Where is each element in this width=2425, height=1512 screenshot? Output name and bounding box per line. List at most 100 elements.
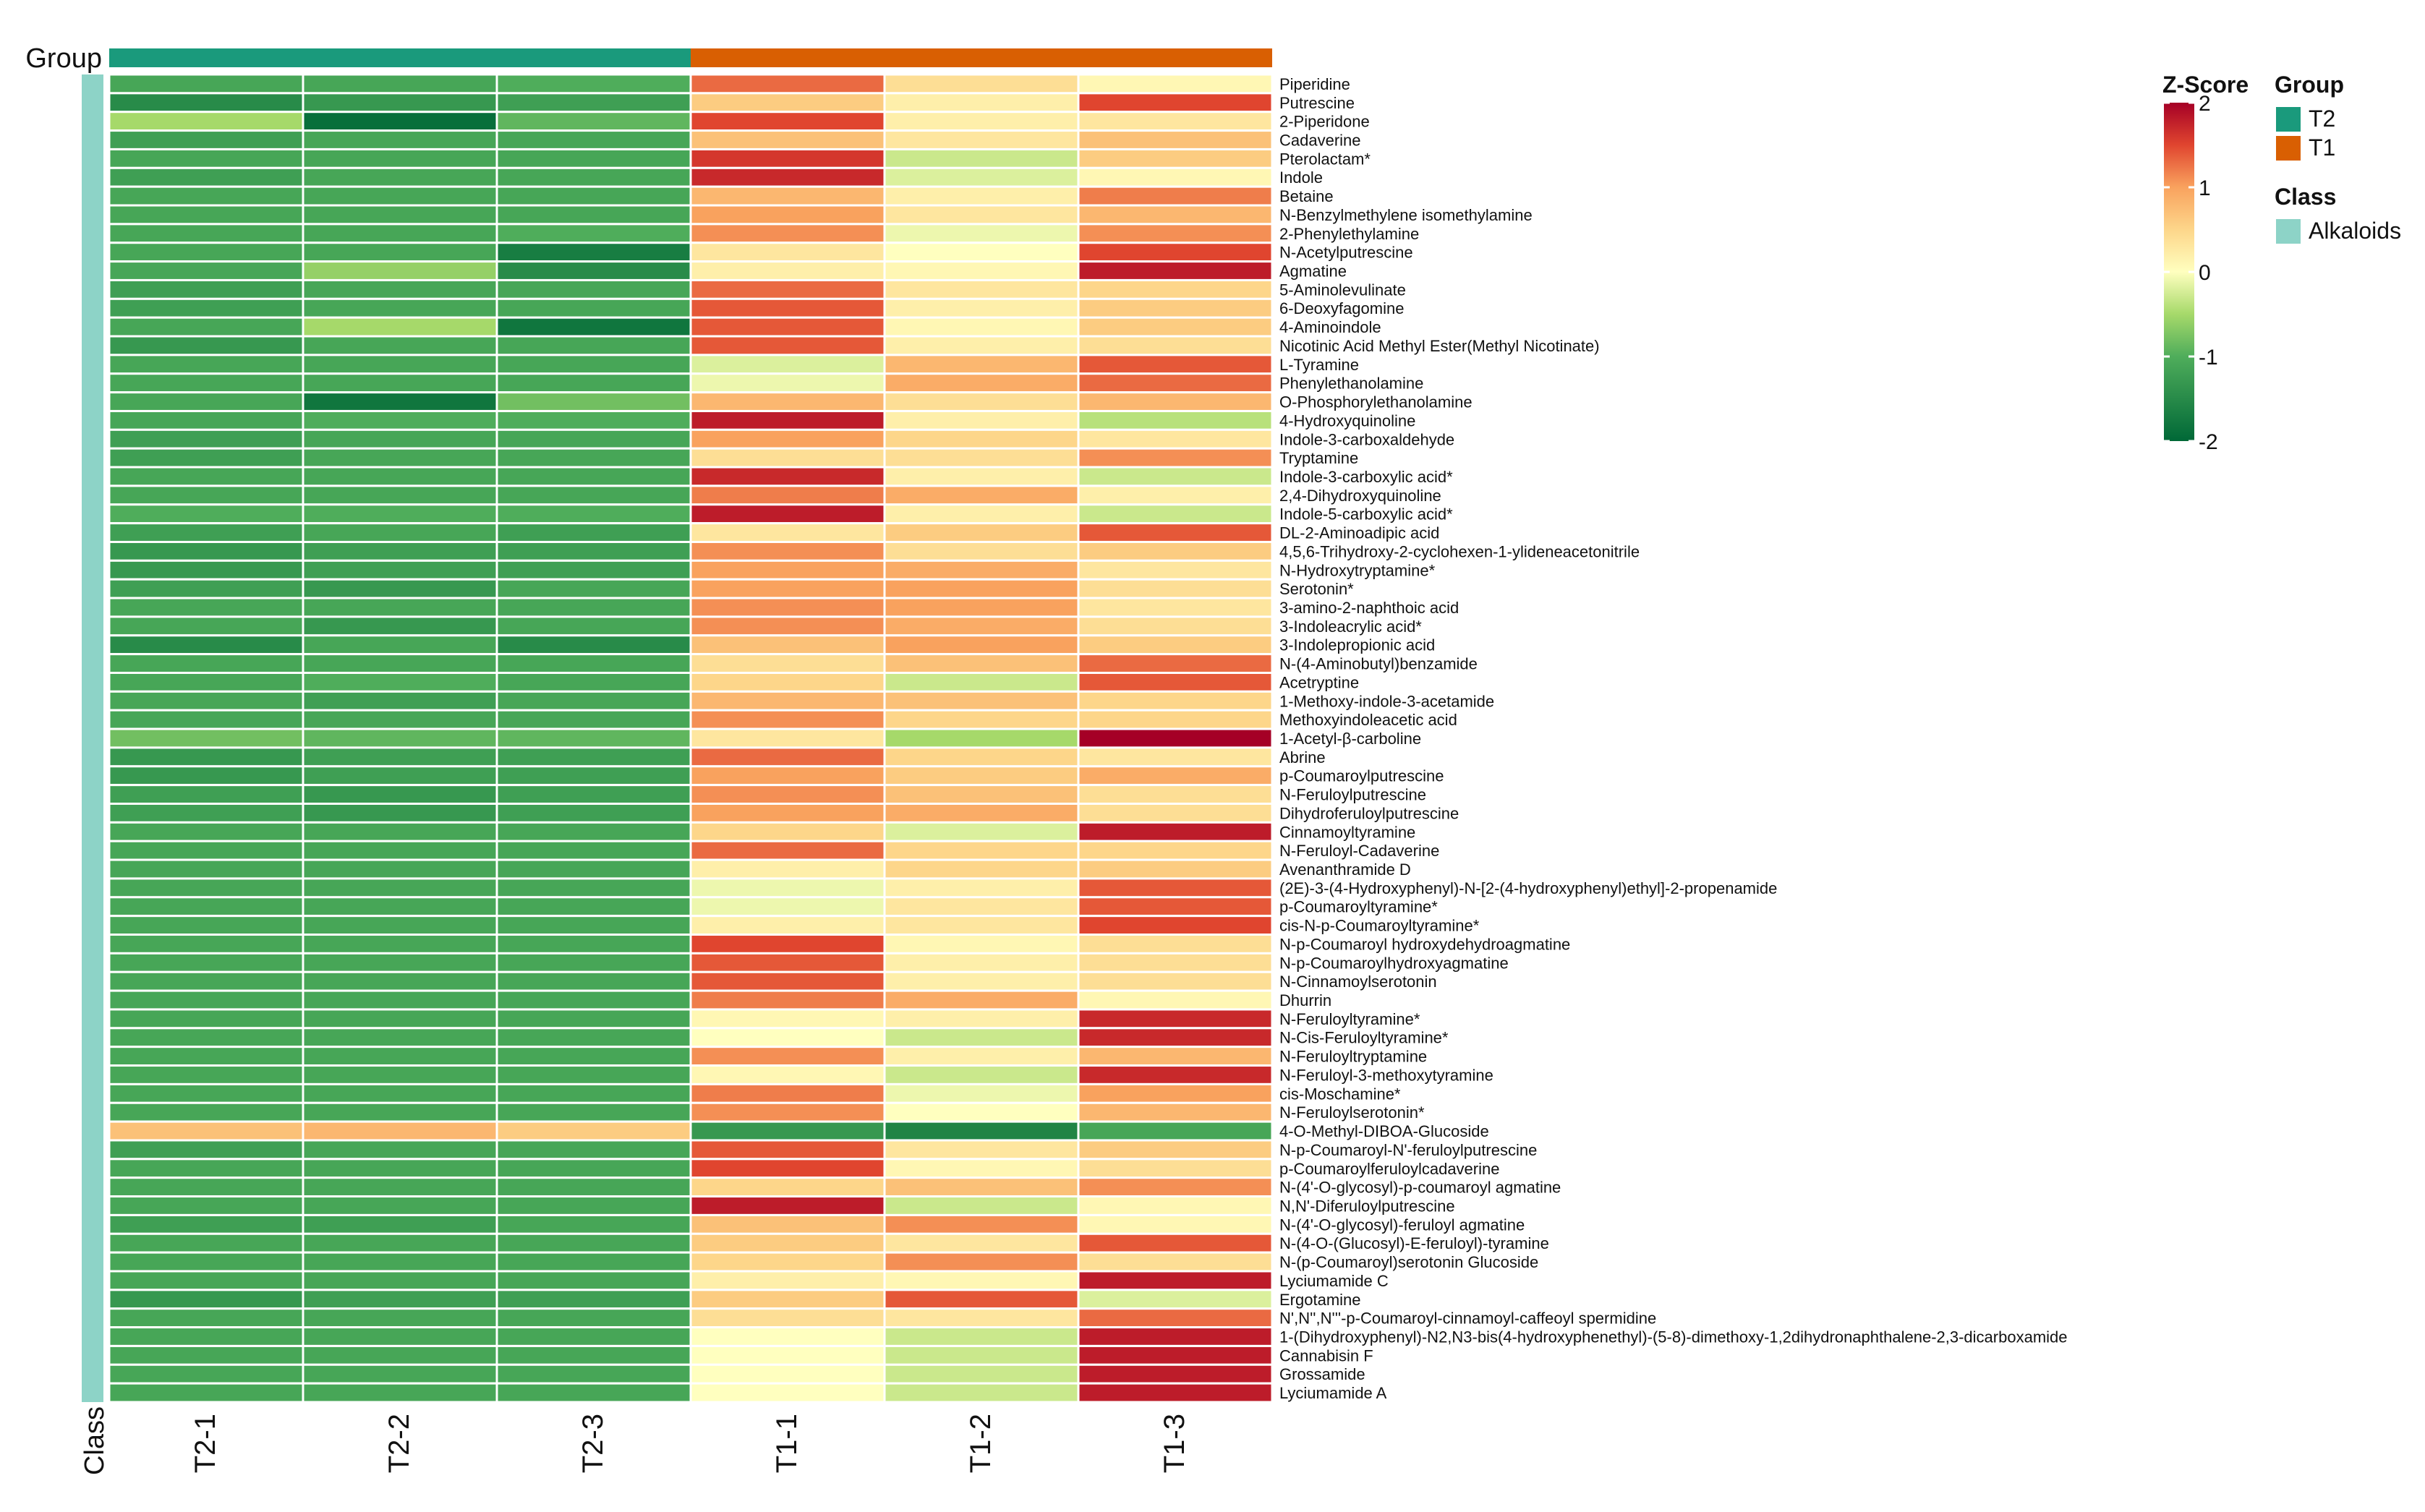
heatmap-cell <box>108 1363 304 1385</box>
heatmap-cell <box>302 634 498 656</box>
group-legend-label: T2 <box>2309 106 2335 132</box>
heatmap-cell <box>689 803 886 824</box>
heatmap-cell <box>1077 484 1274 506</box>
heatmap-cell <box>689 223 886 244</box>
heatmap-cell <box>689 671 886 693</box>
heatmap-cell <box>883 1232 1080 1254</box>
row-labels: PiperidinePutrescine2-PiperidoneCadaveri… <box>1279 75 2068 1402</box>
heatmap-cell <box>108 1251 304 1273</box>
heatmap-cell <box>883 540 1080 562</box>
heatmap-cell <box>302 1027 498 1048</box>
heatmap-cell <box>108 1195 304 1216</box>
row-label: 4-Aminoindole <box>1279 318 1381 336</box>
class-annotation-bar <box>82 74 103 1402</box>
heatmap-cell <box>689 1120 886 1142</box>
row-label: 6-Deoxyfagomine <box>1279 299 1404 317</box>
row-label: 2-Piperidone <box>1279 113 1370 131</box>
heatmap-cell <box>883 934 1080 954</box>
row-label: Abrine <box>1279 748 1326 766</box>
heatmap-cell <box>495 858 692 880</box>
heatmap-cell <box>108 391 304 412</box>
heatmap-cell <box>302 1082 498 1104</box>
heatmap-cell <box>1077 185 1274 207</box>
heatmap-cell <box>689 952 886 973</box>
heatmap-cell <box>108 709 304 730</box>
heatmap-cell <box>689 1008 886 1030</box>
heatmap-cell <box>1077 111 1274 132</box>
heatmap-cell <box>883 1213 1080 1235</box>
row-label: Acetryptine <box>1279 673 1359 691</box>
heatmap-cell <box>689 840 886 861</box>
heatmap-cell <box>689 709 886 730</box>
group-legend-title: Group <box>2275 72 2344 98</box>
heatmap-cell <box>883 989 1080 1011</box>
heatmap-cell <box>689 597 886 618</box>
heatmap-cell <box>689 746 886 768</box>
heatmap-cell <box>495 952 692 973</box>
heatmap-cell <box>302 915 498 936</box>
heatmap-cell <box>495 989 692 1011</box>
heatmap-cell <box>302 765 498 787</box>
heatmap-cell <box>108 447 304 469</box>
heatmap-cell <box>302 803 498 824</box>
heatmap-cell <box>1077 690 1274 712</box>
group-bar-segment <box>109 48 303 67</box>
heatmap-cell <box>302 709 498 730</box>
heatmap-cell <box>1077 316 1274 338</box>
heatmap-cell <box>302 727 498 749</box>
group-legend-swatch <box>2276 136 2301 161</box>
column-label: T2-1 <box>189 1414 221 1473</box>
heatmap-cell <box>495 690 692 712</box>
heatmap-cell <box>108 615 304 637</box>
heatmap-cell <box>883 1158 1080 1179</box>
row-label: p-Coumaroylferuloylcadaverine <box>1279 1160 1499 1178</box>
heatmap-cell <box>302 242 498 263</box>
heatmap-cell <box>108 1344 304 1366</box>
heatmap-cell <box>302 1326 498 1347</box>
heatmap-cell <box>689 372 886 394</box>
row-label: N-p-Coumaroylhydroxyagmatine <box>1279 954 1509 972</box>
heatmap-cell <box>1077 821 1274 842</box>
heatmap-cell <box>883 1251 1080 1273</box>
heatmap-cell <box>108 970 304 992</box>
heatmap-cell <box>689 578 886 599</box>
row-label: Serotonin* <box>1279 580 1354 598</box>
heatmap-cell <box>689 447 886 469</box>
heatmap-cell <box>495 1008 692 1030</box>
heatmap-cell <box>108 934 304 954</box>
heatmap-cell <box>1077 447 1274 469</box>
heatmap-cell <box>883 1139 1080 1161</box>
row-label: DL-2-Aminoadipic acid <box>1279 524 1439 542</box>
heatmap-cell <box>883 578 1080 599</box>
row-label: N-p-Coumaroyl-N'-feruloylputrescine <box>1279 1141 1537 1159</box>
heatmap-cell <box>1077 129 1274 150</box>
class-legend-items: Alkaloids <box>2276 218 2401 244</box>
heatmap-cell <box>689 166 886 188</box>
group-legend-label: T1 <box>2309 134 2335 161</box>
heatmap-cell <box>689 503 886 525</box>
zscore-tick-label: 2 <box>2199 92 2211 116</box>
row-label: cis-N-p-Coumaroyltyramine* <box>1279 917 1480 935</box>
heatmap-cell <box>883 316 1080 338</box>
heatmap-cell <box>689 185 886 207</box>
column-label: T1-1 <box>771 1414 803 1473</box>
heatmap-cell <box>302 297 498 319</box>
row-label: N-(4-O-(Glucosyl)-E-feruloyl)-tyramine <box>1279 1234 1549 1252</box>
heatmap-cell <box>883 858 1080 880</box>
heatmap-cell <box>1077 1251 1274 1273</box>
zscore-tick-label: -1 <box>2199 346 2218 370</box>
heatmap-cell <box>689 204 886 226</box>
heatmap-cell <box>495 316 692 338</box>
heatmap-cell <box>302 1195 498 1216</box>
row-label: Phenylethanolamine <box>1279 375 1423 393</box>
heatmap-cell <box>1077 1232 1274 1254</box>
heatmap-cell <box>689 1064 886 1085</box>
heatmap-cell <box>689 391 886 412</box>
heatmap-cell <box>302 1363 498 1385</box>
heatmap-cell <box>302 653 498 674</box>
heatmap-cell <box>883 391 1080 412</box>
heatmap-cell <box>108 466 304 487</box>
heatmap-cell <box>302 1064 498 1085</box>
heatmap-cell <box>495 1176 692 1198</box>
